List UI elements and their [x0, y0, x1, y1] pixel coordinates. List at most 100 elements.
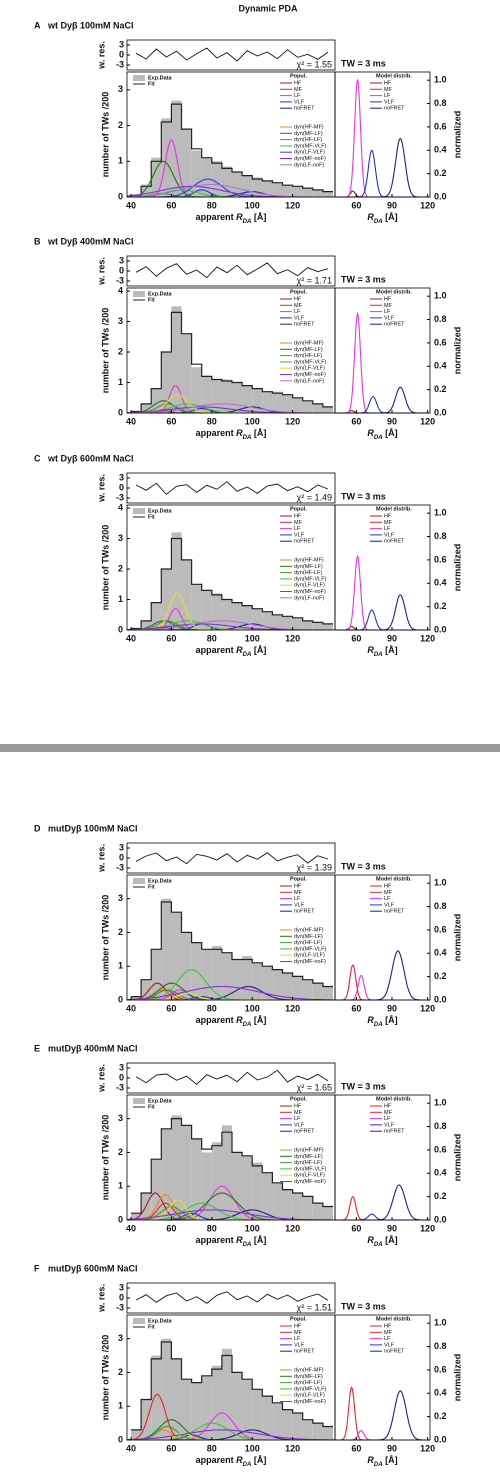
- fit-line: [131, 901, 333, 998]
- exp-bar: [221, 952, 233, 1000]
- model-x-axis-label-part: [Å]: [383, 212, 398, 222]
- panel-title: mutDyβ 100mM NaCl: [48, 823, 138, 833]
- legend-title: Popul.: [290, 73, 307, 79]
- x-tick-label: 120: [285, 200, 300, 210]
- legend-label: MF: [384, 520, 393, 526]
- legend-label: dyn(HF-LF): [294, 940, 322, 946]
- legend-label: dyn(LF-noF): [294, 162, 324, 168]
- model-curve: [335, 1386, 430, 1441]
- legend-label: Fit: [148, 81, 155, 87]
- exp-bar: [272, 182, 283, 197]
- model-x-axis-label-part: [Å]: [383, 645, 398, 655]
- exp-bar: [322, 1426, 333, 1440]
- exp-bar: [131, 996, 142, 1000]
- y-tick-label: 3: [118, 316, 123, 326]
- exp-bar: [171, 1115, 182, 1220]
- x-axis-label: apparent RDA [Å]: [196, 1455, 267, 1467]
- legend-label: Exp.Data: [148, 508, 172, 514]
- legend-swatch: [133, 1098, 145, 1104]
- legend-label: noFRET: [384, 322, 405, 328]
- panel-label: A: [34, 20, 41, 30]
- y-tick-label: 4: [118, 285, 123, 295]
- legend-label: LF: [384, 526, 391, 532]
- model-y-tick-label: 0.8: [434, 1341, 447, 1351]
- fit-line: [131, 103, 333, 196]
- exp-bar: [211, 1365, 222, 1440]
- model-legend-title: Model distrib.: [376, 876, 412, 882]
- x-axis-label-part: [Å]: [251, 1235, 266, 1245]
- model-x-axis-label-part: R: [367, 1455, 374, 1465]
- legend-label: dyn(MF-noF): [294, 959, 326, 965]
- legend-label: dyn(HF-MF): [294, 340, 324, 346]
- model-x-tick-label: 60: [351, 200, 361, 210]
- panel-label: E: [34, 1043, 40, 1053]
- legend-label: HF: [384, 1103, 392, 1109]
- residual-tick-label: 0: [119, 265, 124, 275]
- legend-label: Fit: [148, 1324, 155, 1330]
- x-axis-label-part: R: [236, 212, 243, 222]
- chi-square: χ² = 1.39: [297, 862, 333, 872]
- x-axis-label: apparent RDA [Å]: [196, 1015, 267, 1027]
- exp-bar: [161, 1128, 172, 1220]
- exp-bar: [302, 979, 313, 1000]
- model-y-tick-label: 0.4: [434, 578, 447, 588]
- x-tick-label: 80: [207, 1223, 217, 1233]
- model-legend-title: Model distrib.: [376, 506, 412, 512]
- model-legend-title: Model distrib.: [376, 1096, 412, 1102]
- exp-bar: [181, 129, 192, 197]
- legend-label: LF: [294, 1336, 301, 1342]
- time-window: TW = 3 ms: [341, 274, 386, 284]
- exp-bar: [161, 352, 172, 413]
- model-y-tick-label: 0.8: [434, 1121, 447, 1131]
- exp-bar: [262, 1396, 273, 1440]
- exp-bar: [322, 406, 333, 413]
- legend-label: dyn(MF-noF): [294, 156, 326, 162]
- x-axis-label-part: DA: [243, 652, 252, 658]
- legend-label: dyn(MF-VLF): [294, 946, 327, 952]
- exp-bar: [272, 614, 283, 630]
- time-window: TW = 3 ms: [341, 491, 386, 501]
- exp-bar: [211, 945, 222, 1000]
- legend-label: dyn(MF-LF): [294, 934, 323, 940]
- model-x-tick-label: 60: [351, 1003, 361, 1013]
- exp-bar: [272, 1402, 283, 1440]
- x-axis-label-part: R: [236, 1235, 243, 1245]
- y-tick-label: 1: [118, 1181, 123, 1191]
- dynamic-curve: [127, 1209, 335, 1221]
- model-x-axis-label-part: R: [367, 212, 374, 222]
- model-y-axis-label: normalized: [452, 1354, 462, 1402]
- x-tick-label: 100: [245, 416, 260, 426]
- model-curve: [335, 149, 430, 198]
- model-y-tick-label: 0.4: [434, 1168, 447, 1178]
- x-axis-label-part: DA: [243, 435, 252, 441]
- exp-bar: [302, 620, 313, 630]
- legend-label: MF: [294, 87, 303, 93]
- panel-title: wt Dyβ 600mM NaCl: [47, 453, 134, 463]
- model-frame: [334, 1314, 431, 1441]
- exp-bar: [302, 188, 313, 197]
- model-y-tick-label: 0.2: [434, 1411, 447, 1421]
- legend-label: VLF: [384, 1122, 395, 1128]
- model-frame: [334, 504, 431, 631]
- exp-bar: [282, 972, 293, 1000]
- x-tick-label: 120: [285, 1003, 300, 1013]
- x-axis-label-part: apparent: [196, 1455, 237, 1465]
- x-tick-label: 60: [166, 1443, 176, 1453]
- legend-label: LF: [294, 1116, 301, 1122]
- model-legend-title: Model distrib.: [376, 289, 412, 295]
- legend-label: LF: [294, 526, 301, 532]
- model-x-tick-label: 120: [420, 1223, 435, 1233]
- legend-label: dyn(MF-noF): [294, 1179, 326, 1185]
- legend-swatch: [133, 75, 145, 81]
- exp-bar: [131, 1213, 142, 1220]
- y-tick-label: 0: [118, 1434, 123, 1444]
- x-axis-label-part: [Å]: [251, 1015, 266, 1025]
- model-y-tick-label: 0.0: [434, 1214, 447, 1224]
- x-axis-label-part: DA: [243, 1022, 252, 1028]
- exp-bar: [232, 172, 243, 197]
- exp-bar: [181, 333, 192, 413]
- legend-label: HF: [384, 80, 392, 86]
- legend-label: dyn(HF-LF): [294, 353, 322, 359]
- fit-line: [131, 311, 333, 413]
- model-curve: [335, 609, 430, 631]
